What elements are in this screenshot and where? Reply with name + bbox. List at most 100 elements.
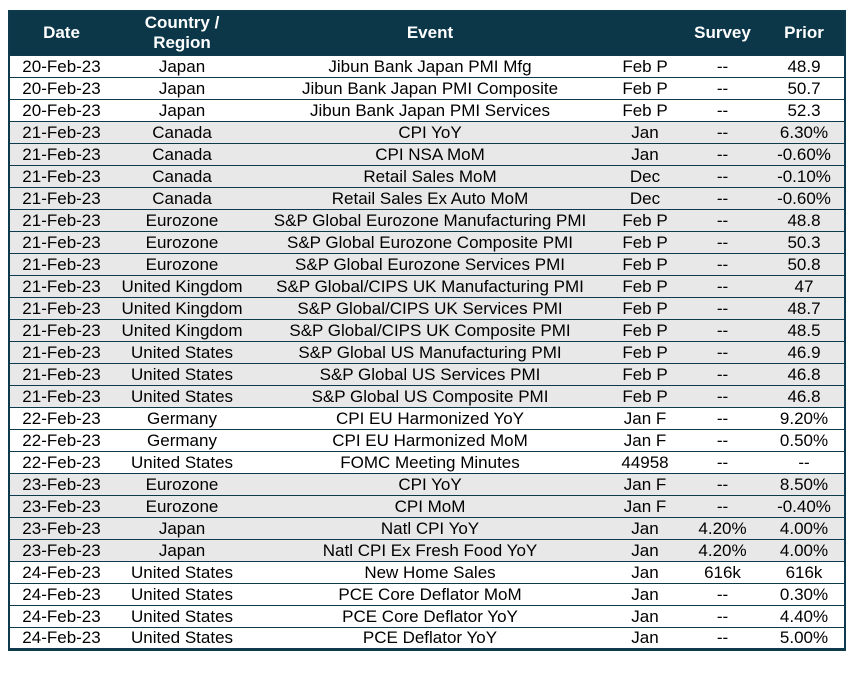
table-row: 23-Feb-23 Eurozone CPI YoY Jan F -- 8.50… [9,472,845,495]
table-row: 21-Feb-23 Eurozone S&P Global Eurozone C… [9,230,845,253]
table-row: 21-Feb-23 Eurozone S&P Global Eurozone S… [9,252,845,275]
cell-country: United Kingdom [113,318,251,341]
cell-country: Japan [113,538,251,561]
cell-survey: -- [681,472,764,495]
cell-country: United States [113,560,251,583]
cell-survey: -- [681,340,764,363]
cell-survey: -- [681,450,764,473]
cell-event: CPI YoY [251,120,609,143]
cell-period: Feb P [609,252,681,275]
cell-prior: 48.5 [764,318,845,341]
cell-prior: 0.50% [764,428,845,451]
cell-date: 23-Feb-23 [9,494,113,517]
cell-survey: -- [681,164,764,187]
cell-survey: -- [681,142,764,165]
cell-date: 22-Feb-23 [9,450,113,473]
cell-event: S&P Global US Composite PMI [251,384,609,407]
cell-event: FOMC Meeting Minutes [251,450,609,473]
cell-date: 21-Feb-23 [9,230,113,253]
cell-prior: 8.50% [764,472,845,495]
table-row: 21-Feb-23 United Kingdom S&P Global/CIPS… [9,296,845,319]
cell-period: Feb P [609,362,681,385]
cell-period: Dec [609,164,681,187]
table-row: 23-Feb-23 Japan Natl CPI YoY Jan 4.20% 4… [9,516,845,539]
cell-date: 24-Feb-23 [9,604,113,627]
cell-date: 20-Feb-23 [9,54,113,77]
cell-survey: -- [681,54,764,77]
cell-period: Jan F [609,472,681,495]
table-row: 21-Feb-23 Canada CPI YoY Jan -- 6.30% [9,120,845,143]
cell-country: Eurozone [113,230,251,253]
cell-survey: -- [681,76,764,99]
table-row: 21-Feb-23 Canada CPI NSA MoM Jan -- -0.6… [9,142,845,165]
cell-survey: 616k [681,560,764,583]
cell-event: S&P Global Eurozone Manufacturing PMI [251,208,609,231]
cell-event: PCE Core Deflator MoM [251,582,609,605]
cell-survey: -- [681,384,764,407]
cell-prior: 52.3 [764,98,845,121]
cell-prior: 6.30% [764,120,845,143]
cell-prior: -0.60% [764,142,845,165]
table-row: 21-Feb-23 Eurozone S&P Global Eurozone M… [9,208,845,231]
cell-period: Jan [609,516,681,539]
cell-prior: 50.3 [764,230,845,253]
cell-date: 21-Feb-23 [9,318,113,341]
cell-period: Jan [609,582,681,605]
table-header: Date Country / Region Event Survey Prior [9,11,845,55]
cell-event: CPI NSA MoM [251,142,609,165]
cell-country: Japan [113,54,251,77]
cell-date: 21-Feb-23 [9,208,113,231]
table-row: 20-Feb-23 Japan Jibun Bank Japan PMI Ser… [9,98,845,121]
cell-period: Jan [609,626,681,649]
cell-prior: -0.60% [764,186,845,209]
cell-event: Jibun Bank Japan PMI Mfg [251,54,609,77]
cell-period: Feb P [609,296,681,319]
cell-event: Jibun Bank Japan PMI Services [251,98,609,121]
cell-country: Eurozone [113,494,251,517]
table-row: 21-Feb-23 United Kingdom S&P Global/CIPS… [9,274,845,297]
cell-event: Natl CPI YoY [251,516,609,539]
cell-event: CPI MoM [251,494,609,517]
cell-country: Japan [113,76,251,99]
table-row: 22-Feb-23 Germany CPI EU Harmonized YoY … [9,406,845,429]
cell-prior: 0.30% [764,582,845,605]
cell-event: CPI EU Harmonized MoM [251,428,609,451]
economic-calendar: Date Country / Region Event Survey Prior… [8,10,846,651]
cell-date: 21-Feb-23 [9,142,113,165]
cell-prior: 46.8 [764,362,845,385]
cell-date: 24-Feb-23 [9,560,113,583]
cell-prior: -0.40% [764,494,845,517]
cell-date: 20-Feb-23 [9,98,113,121]
cell-survey: -- [681,362,764,385]
cell-date: 21-Feb-23 [9,164,113,187]
cell-date: 23-Feb-23 [9,538,113,561]
cell-date: 21-Feb-23 [9,362,113,385]
cell-prior: 46.9 [764,340,845,363]
cell-prior: 48.9 [764,54,845,77]
cell-country: Eurozone [113,472,251,495]
cell-date: 21-Feb-23 [9,340,113,363]
table-row: 23-Feb-23 Eurozone CPI MoM Jan F -- -0.4… [9,494,845,517]
cell-prior: 616k [764,560,845,583]
cell-country: United Kingdom [113,274,251,297]
cell-country: Japan [113,516,251,539]
cell-country: United States [113,340,251,363]
cell-event: PCE Core Deflator YoY [251,604,609,627]
cell-prior: 50.8 [764,252,845,275]
column-header-survey: Survey [681,11,764,55]
cell-prior: 50.7 [764,76,845,99]
cell-period: Jan [609,120,681,143]
table-row: 24-Feb-23 United States PCE Core Deflato… [9,582,845,605]
cell-date: 21-Feb-23 [9,120,113,143]
cell-prior: 48.8 [764,208,845,231]
column-header-period [609,11,681,55]
cell-period: Jan [609,538,681,561]
cell-country: Canada [113,142,251,165]
cell-period: Feb P [609,76,681,99]
cell-date: 22-Feb-23 [9,406,113,429]
cell-period: Feb P [609,230,681,253]
cell-period: Feb P [609,54,681,77]
cell-survey: -- [681,98,764,121]
table-row: 24-Feb-23 United States New Home Sales J… [9,560,845,583]
cell-prior: 4.00% [764,538,845,561]
